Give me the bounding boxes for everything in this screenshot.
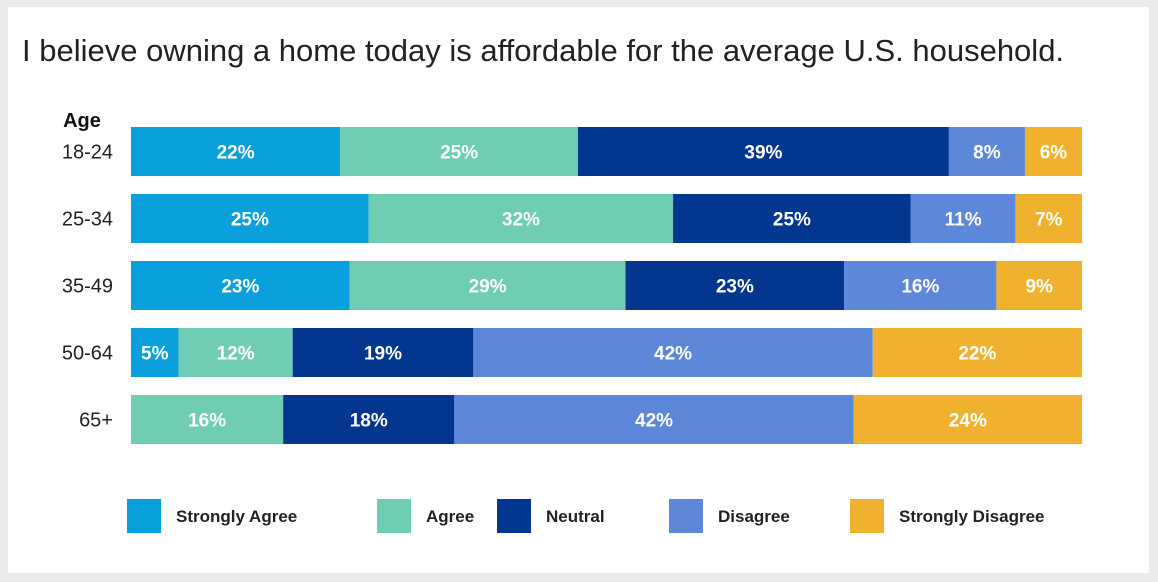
data-label-18-24-neutral: 39%: [744, 143, 782, 164]
data-label-25-34-strongly-agree: 25%: [231, 210, 269, 231]
bar-segment-50-64-disagree: [473, 328, 873, 377]
legend-label-strongly-agree: Strongly Agree: [176, 507, 297, 526]
bar-segment-18-24-neutral: [577, 127, 949, 176]
data-label-35-49-neutral: 23%: [716, 277, 754, 298]
bar-segment-35-49-neutral: [625, 261, 845, 310]
y-axis-title: Age: [63, 110, 101, 132]
data-label-35-49-strongly-disagree: 9%: [1025, 277, 1053, 298]
data-label-50-64-strongly-disagree: 22%: [958, 344, 996, 365]
bar-segment-18-24-strongly-disagree: [1024, 127, 1082, 176]
bar-segment-65-disagree: [454, 395, 854, 444]
legend-label-neutral: Neutral: [546, 507, 605, 526]
data-label-18-24-disagree: 8%: [973, 143, 1001, 164]
data-label-50-64-neutral: 19%: [364, 344, 402, 365]
bar-segment-50-64-strongly-disagree: [872, 328, 1082, 377]
row-label-50-64: 50-64: [62, 343, 113, 365]
chart-card: I believe owning a home today is afforda…: [8, 7, 1149, 573]
bar-segment-35-49-agree: [349, 261, 626, 310]
bar-segment-25-34-agree: [368, 194, 674, 243]
data-label-18-24-strongly-agree: 22%: [217, 143, 255, 164]
data-label-50-64-strongly-agree: 5%: [141, 344, 169, 365]
bar-segment-35-49-disagree: [844, 261, 997, 310]
data-label-65-strongly-disagree: 24%: [949, 411, 987, 432]
data-label-65-disagree: 42%: [635, 411, 673, 432]
bar-segment-35-49-strongly-agree: [131, 261, 350, 310]
chart-title: I believe owning a home today is afforda…: [22, 33, 1065, 68]
data-label-18-24-strongly-disagree: 6%: [1040, 143, 1068, 164]
bar-segment-65-strongly-disagree: [853, 395, 1082, 444]
data-label-25-34-neutral: 25%: [773, 210, 811, 231]
bar-segment-18-24-strongly-agree: [131, 127, 341, 176]
data-label-25-34-agree: 32%: [502, 210, 540, 231]
data-label-35-49-disagree: 16%: [901, 277, 939, 298]
data-label-35-49-agree: 29%: [469, 277, 507, 298]
legend-swatch-disagree: [669, 499, 703, 533]
legend-swatch-strongly-disagree: [850, 499, 884, 533]
data-label-65-neutral: 18%: [350, 411, 388, 432]
bar-segment-35-49-strongly-disagree: [996, 261, 1082, 310]
row-label-35-49: 35-49: [62, 276, 113, 298]
bar-segment-50-64-agree: [178, 328, 293, 377]
legend-label-disagree: Disagree: [718, 507, 790, 526]
bar-segment-18-24-agree: [340, 127, 578, 176]
bar-segment-25-34-neutral: [673, 194, 911, 243]
data-label-65-agree: 16%: [188, 411, 226, 432]
data-label-18-24-agree: 25%: [440, 143, 478, 164]
data-label-50-64-agree: 12%: [217, 344, 255, 365]
bar-segment-50-64-strongly-agree: [131, 328, 179, 377]
legend-label-strongly-disagree: Strongly Disagree: [899, 507, 1045, 526]
data-label-50-64-disagree: 42%: [654, 344, 692, 365]
bar-segment-25-34-strongly-agree: [131, 194, 369, 243]
bar-segment-65-neutral: [283, 395, 455, 444]
data-label-25-34-strongly-disagree: 7%: [1035, 210, 1063, 231]
row-label-25-34: 25-34: [62, 209, 113, 231]
data-label-25-34-disagree: 11%: [945, 210, 982, 231]
row-label-18-24: 18-24: [62, 142, 113, 164]
data-label-35-49-strongly-agree: 23%: [221, 277, 259, 298]
legend-label-agree: Agree: [426, 507, 474, 526]
legend-swatch-agree: [377, 499, 411, 533]
legend-swatch-strongly-agree: [127, 499, 161, 533]
legend: Strongly Agree Agree Neutral Disagree Strong…: [127, 499, 1045, 533]
bar-segment-65-agree: [131, 395, 284, 444]
bar-segment-18-24-disagree: [948, 127, 1025, 176]
row-label-65: 65+: [79, 410, 113, 432]
legend-swatch-neutral: [497, 499, 531, 533]
stacked-bar-chart: Age 18-24 22% 25% 39% 8% 6% 25-34 25% 32% 25% 11% 7…: [62, 110, 1082, 533]
bar-segment-50-64-neutral: [292, 328, 474, 377]
bars-group: 18-24 22% 25% 39% 8% 6% 25-34 25% 32% 25% 11% 7% 35-…: [62, 127, 1082, 444]
bar-segment-25-34-strongly-disagree: [1015, 194, 1082, 243]
bar-segment-25-34-disagree: [910, 194, 1016, 243]
